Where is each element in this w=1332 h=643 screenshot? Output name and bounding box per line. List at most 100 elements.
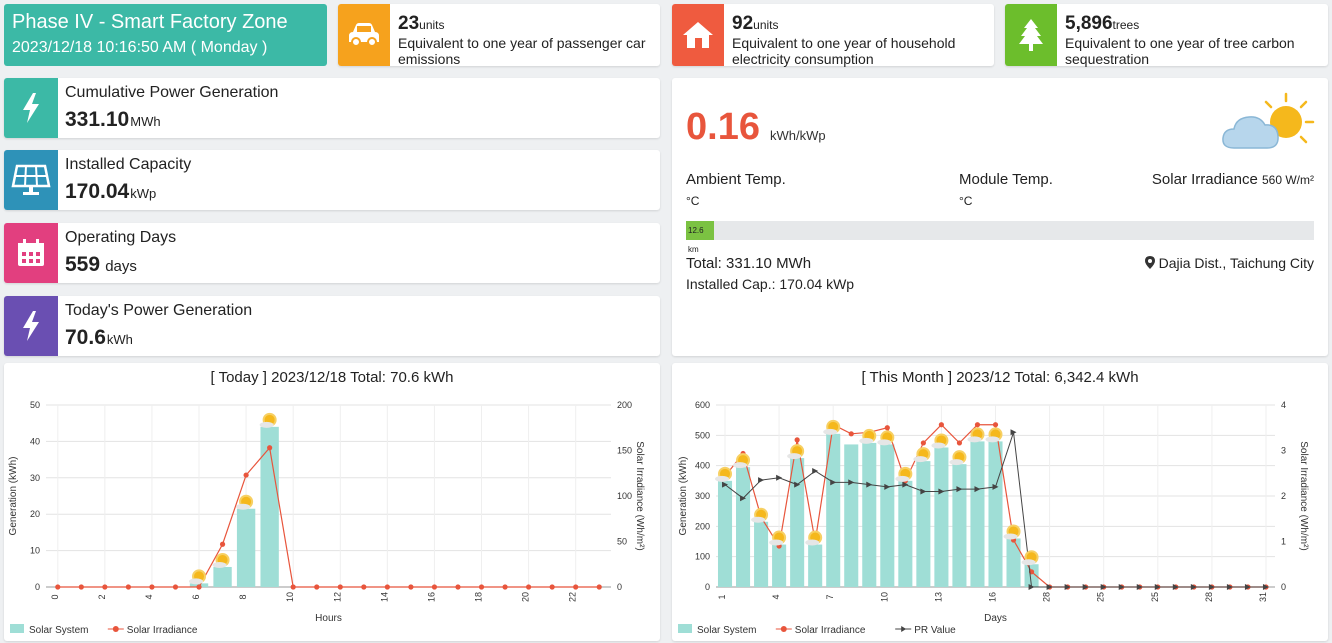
sun-weather-icon bbox=[189, 569, 207, 585]
bar bbox=[970, 441, 985, 587]
irradiance-point bbox=[573, 584, 579, 590]
solar-irradiance-label: Solar Irradiance bbox=[1151, 171, 1258, 188]
x-tick-label: 16 bbox=[426, 592, 436, 602]
y2-axis-label: Solar Irradiance (Wh/m²) bbox=[1298, 441, 1309, 550]
equivalent-card-household: 92units Equivalent to one year of househ… bbox=[672, 4, 994, 67]
y2-tick-label: 150 bbox=[617, 446, 632, 456]
y-tick-label: 40 bbox=[30, 436, 40, 446]
sun-weather-icon bbox=[949, 450, 967, 466]
y2-tick-label: 0 bbox=[617, 582, 622, 592]
household-equivalent-value: 92 bbox=[732, 13, 754, 34]
bar bbox=[826, 433, 841, 587]
operating-days-unit: days bbox=[101, 258, 137, 275]
bar bbox=[236, 508, 256, 587]
irradiance-point bbox=[549, 584, 555, 590]
irradiance-point bbox=[267, 445, 273, 451]
pr-point bbox=[866, 481, 873, 488]
y-tick-label: 10 bbox=[30, 546, 40, 556]
pr-point bbox=[1010, 429, 1017, 436]
lightning-icon bbox=[4, 296, 58, 356]
x-tick-label: 4 bbox=[771, 594, 781, 599]
month-chart-title: [ This Month ] 2023/12 Total: 6,342.4 kW… bbox=[861, 369, 1139, 386]
bar bbox=[808, 544, 823, 587]
legend-marker bbox=[780, 626, 787, 632]
solar-irradiance-readout: Solar Irradiance 560 W/m² bbox=[1152, 171, 1314, 188]
today-generation-card: Today's Power Generation 70.6kWh bbox=[4, 296, 660, 356]
house-icon bbox=[672, 4, 724, 66]
y-axis-label: Generation (kWh) bbox=[8, 457, 19, 536]
sun-weather-icon bbox=[913, 447, 931, 463]
bar bbox=[213, 566, 232, 587]
pr-point bbox=[974, 486, 981, 493]
x-tick-label: 7 bbox=[825, 594, 835, 599]
site-title: Phase IV - Smart Factory Zone bbox=[12, 11, 288, 33]
tree-equivalent-desc2: sequestration bbox=[1065, 51, 1150, 67]
irradiance-point bbox=[149, 584, 155, 590]
bar bbox=[754, 521, 769, 587]
bar bbox=[1024, 564, 1039, 587]
pr-value: 0.16 bbox=[686, 106, 760, 148]
car-equivalent-desc1: Equivalent to one year of passenger car bbox=[398, 35, 646, 51]
operating-days-card: Operating Days 559 days bbox=[4, 223, 660, 283]
bar bbox=[898, 480, 913, 587]
x-tick-label: 10 bbox=[879, 592, 889, 602]
tree-equivalent-desc1: Equivalent to one year of tree carbon bbox=[1065, 35, 1295, 51]
household-equivalent-desc1: Equivalent to one year of household bbox=[732, 35, 956, 51]
x-tick-label: 10 bbox=[285, 592, 295, 602]
solar-irradiance-value: 560 W/m² bbox=[1261, 173, 1314, 187]
sun-weather-icon bbox=[877, 430, 895, 446]
irradiance-point bbox=[455, 584, 461, 590]
x-tick-label: 8 bbox=[238, 594, 248, 599]
module-temp-label: Module Temp. bbox=[959, 171, 1053, 188]
y-tick-label: 20 bbox=[30, 509, 40, 519]
sun-weather-icon bbox=[751, 507, 769, 523]
tree-icon bbox=[1005, 4, 1057, 66]
bar bbox=[772, 544, 787, 587]
calendar-icon bbox=[4, 223, 58, 283]
y-tick-label: 400 bbox=[695, 461, 710, 471]
pr-point bbox=[1172, 584, 1179, 590]
x-tick-label: 12 bbox=[332, 592, 342, 602]
location: Dajia Dist., Taichung City bbox=[1144, 255, 1314, 271]
x-axis-label: Hours bbox=[315, 613, 342, 624]
y-tick-label: 300 bbox=[695, 491, 710, 501]
irradiance-point bbox=[290, 584, 296, 590]
operating-days-value: 559 bbox=[65, 253, 101, 276]
sun-weather-icon bbox=[212, 552, 230, 568]
bar bbox=[736, 467, 751, 587]
sun-weather-icon bbox=[931, 433, 949, 449]
site-title-card: Phase IV - Smart Factory Zone 2023/12/18… bbox=[4, 4, 327, 66]
legend-swatch bbox=[10, 624, 24, 633]
household-equivalent-desc2: electricity consumption bbox=[732, 51, 874, 67]
month-chart: 0 100 200 300 400 500 600 0 1 2 3 4 1 4 7 10 13 16 28 25 25 2… bbox=[678, 400, 1309, 636]
irradiance-point bbox=[102, 584, 108, 590]
irradiance-point bbox=[956, 440, 963, 446]
legend-marker bbox=[112, 626, 119, 632]
irradiance-point bbox=[196, 584, 202, 590]
y-tick-label: 30 bbox=[30, 473, 40, 483]
bar bbox=[988, 441, 1003, 587]
irradiance-point bbox=[172, 584, 179, 590]
y-tick-label: 500 bbox=[695, 430, 710, 440]
x-tick-label: 6 bbox=[191, 594, 201, 599]
y2-tick-label: 3 bbox=[1281, 446, 1286, 456]
x-tick-label: 4 bbox=[144, 594, 154, 599]
current-datetime: 2023/12/18 10:16:50 AM ( Monday ) bbox=[12, 39, 268, 56]
pr-point bbox=[722, 481, 729, 488]
installed-capacity-text: Installed Cap.: 170.04 kWp bbox=[686, 276, 855, 292]
y-tick-label: 200 bbox=[695, 521, 710, 531]
installed-capacity-label: Installed Capacity bbox=[65, 156, 192, 173]
sun-weather-icon bbox=[967, 427, 985, 443]
irradiance-point bbox=[974, 422, 981, 428]
x-tick-label: 2 bbox=[97, 594, 107, 599]
irradiance-point bbox=[219, 541, 226, 547]
irradiance-line bbox=[57, 446, 600, 588]
household-equivalent-unit: units bbox=[753, 18, 779, 32]
pr-point bbox=[1028, 584, 1035, 590]
y2-tick-label: 100 bbox=[617, 491, 632, 501]
map-pin-icon bbox=[1144, 256, 1155, 269]
pr-point bbox=[830, 479, 837, 486]
irradiance-point bbox=[884, 425, 890, 431]
pr-point bbox=[992, 483, 999, 490]
solar-panel-icon bbox=[4, 150, 58, 210]
